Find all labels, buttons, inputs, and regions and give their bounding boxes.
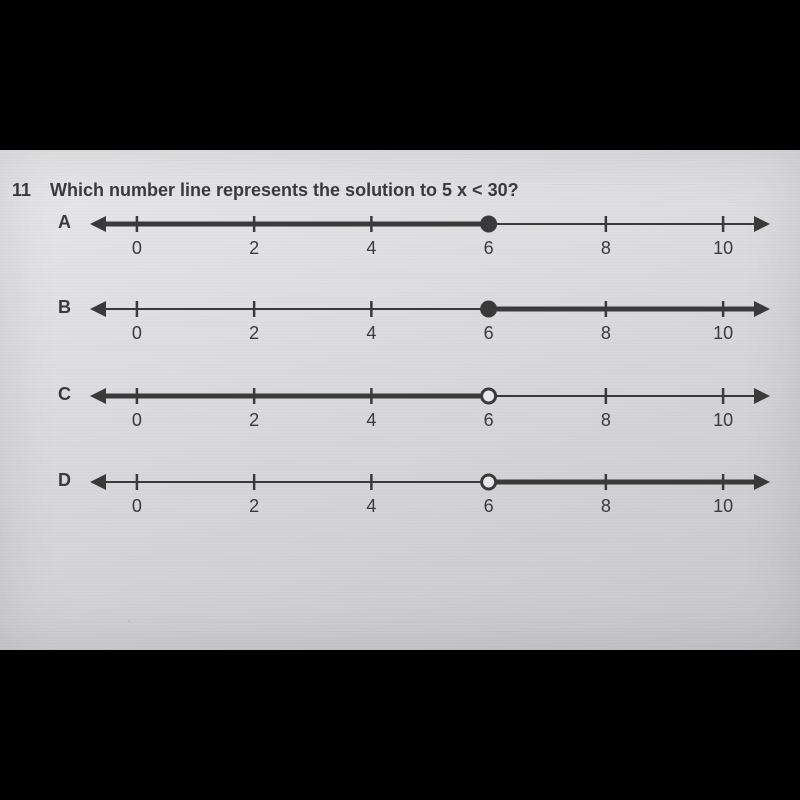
number-line-b: 0 2 4 6 8 10 — [90, 295, 770, 355]
question-row: 11 Which number line represents the solu… — [12, 180, 788, 201]
tick-label: 2 — [249, 238, 259, 259]
tick-label: 6 — [484, 496, 494, 517]
tick-label: 2 — [249, 323, 259, 344]
tick-label: 6 — [484, 323, 494, 344]
option-label-d: D — [58, 470, 71, 491]
number-line-c: 0 2 4 6 8 10 — [90, 382, 770, 442]
tick-label: 4 — [366, 496, 376, 517]
tick-label: 10 — [713, 496, 733, 517]
tick-label: 4 — [366, 238, 376, 259]
question-number: 11 — [12, 180, 50, 201]
option-label-a: A — [58, 212, 71, 233]
open-circle-icon — [482, 475, 496, 489]
speck — [128, 620, 130, 622]
tick-label: 10 — [713, 238, 733, 259]
tick-label: 8 — [601, 496, 611, 517]
worksheet-screen: 11 Which number line represents the solu… — [0, 150, 800, 650]
tick-label: 6 — [484, 238, 494, 259]
tick-label: 10 — [713, 410, 733, 431]
tick-label: 8 — [601, 410, 611, 431]
tick-label: 0 — [132, 323, 142, 344]
number-line-a: 0 2 4 6 8 10 — [90, 210, 770, 270]
tick-label: 4 — [366, 323, 376, 344]
open-circle-icon — [482, 389, 496, 403]
tick-label: 4 — [366, 410, 376, 431]
tick-label: 0 — [132, 410, 142, 431]
number-line-svg — [90, 295, 770, 325]
option-label-b: B — [58, 297, 71, 318]
tick-label: 2 — [249, 410, 259, 431]
tick-label: 0 — [132, 238, 142, 259]
number-line-svg — [90, 468, 770, 498]
number-line-d: 0 2 4 6 8 10 — [90, 468, 770, 528]
tick-label: 8 — [601, 238, 611, 259]
tick-label: 8 — [601, 323, 611, 344]
number-line-svg — [90, 210, 770, 240]
tick-label: 0 — [132, 496, 142, 517]
closed-circle-icon — [482, 302, 496, 316]
tick-label: 2 — [249, 496, 259, 517]
question-text: Which number line represents the solutio… — [50, 180, 519, 201]
option-label-c: C — [58, 384, 71, 405]
closed-circle-icon — [482, 217, 496, 231]
tick-label: 10 — [713, 323, 733, 344]
tick-label: 6 — [484, 410, 494, 431]
number-line-svg — [90, 382, 770, 412]
